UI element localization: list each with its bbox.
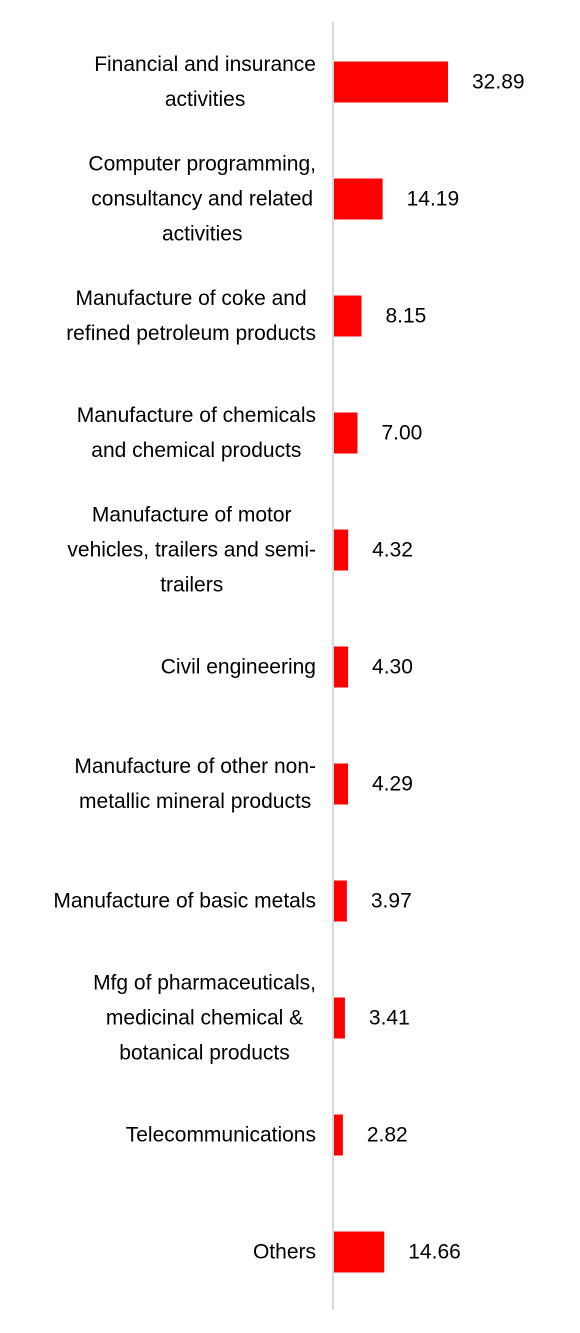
category-label-line: and chemical products xyxy=(91,439,301,462)
bar xyxy=(333,763,348,805)
category-labels: Financial and insurance activitiesCompute… xyxy=(53,53,316,1264)
category-label-line: Manufacture of basic metals xyxy=(53,890,316,913)
category-label: Mfg of pharmaceuticals, medicinal chemica… xyxy=(93,972,316,1065)
category-label-line: Computer programming, xyxy=(88,153,316,176)
bar xyxy=(333,997,345,1039)
category-label: Financial and insurance activities xyxy=(94,53,316,111)
bar xyxy=(333,61,448,103)
category-label-line: activities xyxy=(162,223,243,246)
bar xyxy=(333,646,349,688)
category-label-line: Telecommunications xyxy=(126,1124,316,1147)
category-label: Manufacture of motor vehicles, trailers a… xyxy=(67,504,316,597)
category-label-line: consultancy and related xyxy=(91,188,313,211)
bar-value-label: 4.29 xyxy=(372,773,413,796)
value-labels: 32.89 14.19 8.15 7.00 4.32 4.30 4.29 3.97 3.41 2.… xyxy=(367,71,525,1264)
category-label-line: Others xyxy=(253,1241,316,1264)
category-label-line: trailers xyxy=(160,574,223,597)
category-label-line: refined petroleum products xyxy=(66,322,316,345)
bar-value-label: 4.32 xyxy=(372,539,413,562)
category-label-line: Mfg of pharmaceuticals, xyxy=(93,972,316,995)
bar-value-label: 2.82 xyxy=(367,1124,408,1147)
bar-value-label: 14.66 xyxy=(408,1241,461,1264)
bar-value-label: 3.41 xyxy=(369,1007,410,1030)
bar xyxy=(333,178,383,220)
category-label-line: metallic mineral products xyxy=(79,790,311,813)
category-label: Telecommunications xyxy=(126,1124,316,1147)
category-label-line: Manufacture of coke and xyxy=(76,287,307,310)
category-label-line: Civil engineering xyxy=(161,656,316,679)
category-label: Computer programming, consultancy and rel… xyxy=(88,153,316,246)
category-label-line: botanical products xyxy=(119,1042,289,1065)
category-label-line: medicinal chemical & xyxy=(106,1007,303,1030)
bar-value-label: 3.97 xyxy=(371,890,412,913)
category-label-line: activities xyxy=(165,88,246,111)
bar-value-label: 8.15 xyxy=(385,305,426,328)
category-label-line: Manufacture of motor xyxy=(92,504,292,527)
category-label: Others xyxy=(253,1241,316,1264)
category-label: Manufacture of basic metals xyxy=(53,890,316,913)
bar xyxy=(333,529,349,571)
bar xyxy=(333,880,347,922)
bars-layer xyxy=(333,61,448,1273)
category-label: Manufacture of chemicals and chemical pro… xyxy=(77,404,316,462)
bar-value-label: 14.19 xyxy=(407,188,460,211)
category-label: Manufacture of coke and refined petroleum… xyxy=(66,287,316,345)
bar xyxy=(333,1231,385,1273)
bar-value-label: 4.30 xyxy=(372,656,413,679)
category-label: Manufacture of other non-metallic minera… xyxy=(74,755,316,813)
bar-value-label: 7.00 xyxy=(381,422,422,445)
bar xyxy=(333,295,362,337)
category-label-line: Manufacture of other non- xyxy=(74,755,316,778)
category-label-line: vehicles, trailers and semi- xyxy=(67,539,316,562)
bar-value-label: 32.89 xyxy=(472,71,525,94)
bar xyxy=(333,1114,343,1156)
bar xyxy=(333,412,358,454)
category-label-line: Manufacture of chemicals xyxy=(77,404,316,427)
category-label: Civil engineering xyxy=(161,656,316,679)
category-label-line: Financial and insurance xyxy=(94,53,316,76)
